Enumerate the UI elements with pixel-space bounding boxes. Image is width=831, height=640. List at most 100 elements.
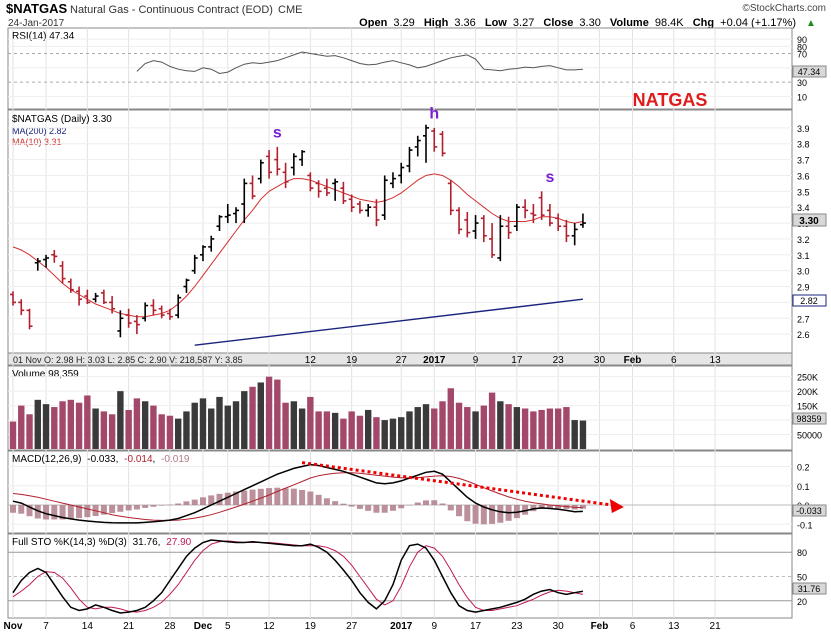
ohlc-summary: Open 3.29 High 3.36 Low 3.27 Close 3.30 … (359, 17, 796, 29)
macd-histogram-bar (10, 505, 16, 513)
rsi-tick-label: 90 (797, 35, 807, 45)
macd-histogram-bar (158, 505, 165, 506)
macd-value-label: -0.033 (796, 506, 822, 516)
sto-value-label: 31.76 (798, 584, 821, 594)
volume-tick-label: 150K (797, 402, 818, 412)
open-label: Open (359, 17, 387, 29)
chart-date: 24-Jan-2017 (8, 18, 65, 29)
volume-bar (183, 411, 190, 449)
chart-marks: s h s (9, 51, 624, 614)
volume-bar (307, 396, 314, 449)
divergence-arrow-head (609, 499, 624, 514)
volume-bar (26, 414, 33, 449)
ohlc-bar (158, 305, 165, 319)
macd-histogram-bar (26, 505, 33, 517)
x-tick-label: 7 (43, 621, 49, 632)
high-value: 3.36 (454, 17, 475, 29)
rsi-tick-label: 80 (797, 42, 807, 52)
volume-bar (414, 407, 421, 449)
rsi-tick-label: 70 (797, 49, 807, 59)
ohlc-bar (67, 278, 74, 293)
volume-bar (18, 405, 25, 449)
macd-title: MACD(12,26,9) -0.033, -0.014, -0.019 (12, 454, 190, 465)
volume-bar (75, 402, 83, 449)
ohlc-bar (423, 124, 429, 163)
macd-histogram-bar (84, 505, 91, 518)
macd-legend-name: MACD(12,26,9) (12, 454, 81, 465)
price-legend-main: $NATGAS (Daily) 3.30 (12, 114, 112, 125)
sto-k-line (12, 539, 584, 614)
sto-tick-label: 20 (797, 597, 807, 607)
volume-bar (406, 411, 413, 449)
volume-bar (232, 401, 240, 449)
price-legend-ma200: MA(200) 2.82 (12, 126, 67, 136)
ohlc-bar (34, 257, 41, 271)
sto-d-value: 27.90 (166, 537, 191, 548)
last-price-tag (792, 213, 827, 227)
x-tick-label: 21 (123, 621, 135, 632)
macd-histogram-bar (348, 505, 355, 507)
ohlc-bar (109, 296, 116, 314)
ohlc-bar (241, 178, 248, 224)
macd-histogram-bar (530, 505, 537, 512)
ohlc-bar (538, 191, 545, 220)
x-tick-label: 21 (710, 621, 722, 632)
ohlc-bar (406, 146, 413, 173)
ohlc-bar (513, 204, 520, 231)
ma200-label: 2.82 (800, 296, 818, 306)
macd-histogram-bar (150, 505, 157, 507)
symbol-title: $NATGAS (6, 1, 67, 16)
volume-bar (191, 402, 198, 449)
macd-histogram-bar (51, 505, 58, 520)
ohlc-bar (133, 315, 140, 335)
rsi-value-label: 47.34 (798, 67, 821, 77)
ohlc-bar (18, 299, 25, 316)
volume-bar (199, 398, 207, 449)
x-tick-label-top: 9 (473, 355, 479, 366)
rsi-value-tag (792, 65, 827, 78)
macd-histogram-bar (579, 505, 586, 509)
macd-histogram-bar (489, 505, 496, 524)
macd-histogram-bar (233, 491, 240, 506)
volume-bar (546, 408, 554, 449)
stockcharts-watermark: ©StockCharts.com (742, 3, 826, 14)
volume-value: 98.4K (655, 17, 684, 29)
exchange-label: CME (278, 4, 302, 16)
volume-bar (348, 411, 355, 449)
volume-bar (455, 402, 463, 449)
pattern-annotation: h (429, 105, 439, 122)
rsi-tick-label: 10 (797, 92, 807, 102)
ohlc-bar (348, 194, 355, 212)
macd-histogram-bar (166, 504, 173, 506)
macd-histogram-bar (323, 498, 330, 506)
signal-legend-value: -0.014 (124, 454, 153, 465)
volume-bar (464, 407, 471, 449)
volume-bar (554, 408, 562, 449)
x-tick-label-top: 17 (511, 355, 523, 366)
macd-histogram-bar (100, 505, 107, 515)
volume-bar (521, 408, 529, 449)
x-tick-label: Nov (4, 621, 23, 632)
volume-bar (274, 379, 281, 449)
volume-bar (497, 401, 504, 449)
price-panel (7, 109, 793, 354)
ohlc-bar (323, 178, 330, 197)
price-tick-label: 2.9 (797, 283, 810, 293)
x-tick-label: 12 (263, 621, 275, 632)
macd-histogram-bar (117, 505, 124, 512)
macd-histogram-bar (43, 505, 50, 520)
volume-bar (538, 409, 545, 449)
x-tick-label-top: 19 (346, 355, 358, 366)
macd-line (12, 463, 583, 524)
volume-bar (563, 407, 570, 449)
ohlc-bar (84, 289, 91, 304)
macd-histogram-bar (431, 500, 438, 506)
gridlines (12, 28, 716, 618)
macd-histogram-bar (373, 505, 380, 513)
macd-histogram-bar (109, 505, 116, 514)
ohlc-bar (257, 159, 264, 184)
rsi-tick-label: 30 (797, 78, 807, 88)
ohlc-bar (224, 204, 231, 224)
price-tick-label: 3.9 (797, 124, 810, 134)
ohlc-bar (439, 131, 446, 157)
